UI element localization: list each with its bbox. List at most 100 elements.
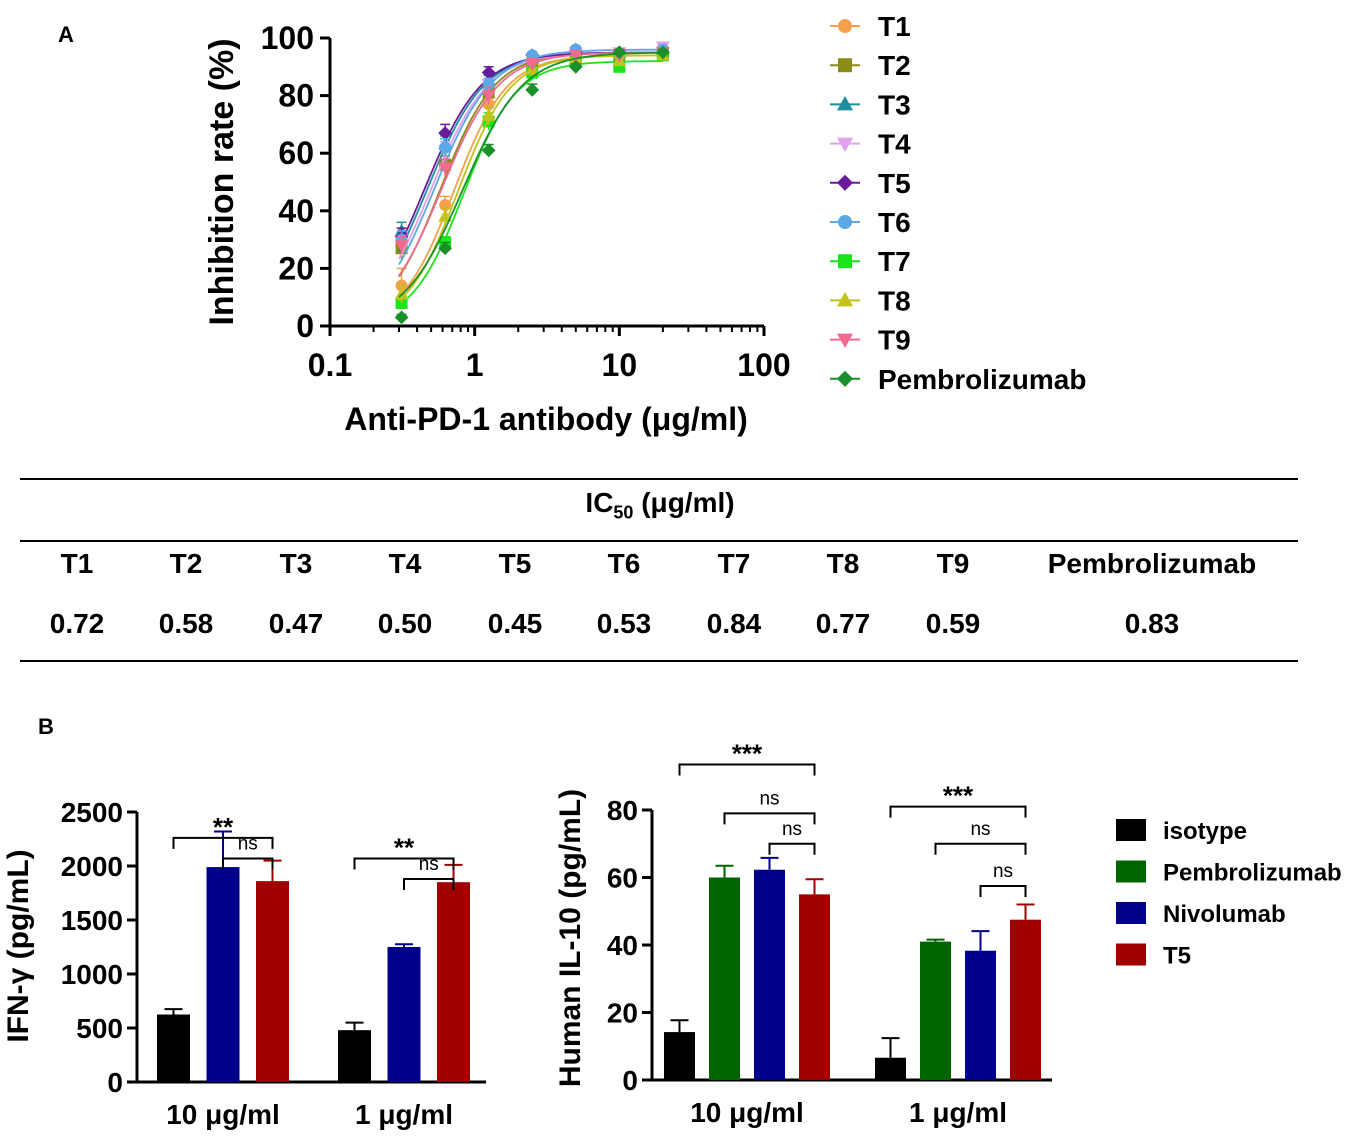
y-tick-label: 80 [607, 795, 638, 826]
x-tick-label: 10 [602, 347, 638, 383]
legend-marker [836, 333, 854, 348]
legend-marker [836, 370, 854, 387]
bar [157, 1014, 190, 1082]
data-point [481, 65, 496, 80]
y-tick-label: 20 [607, 998, 638, 1029]
significance-label: ns [419, 854, 439, 875]
table-bottom-rule [20, 660, 1298, 662]
ic50-value-cell: 0.53 [596, 608, 652, 639]
x-category-label: 1 μg/ml [909, 1097, 1007, 1128]
ic50-value-cell: 0.72 [49, 608, 105, 639]
data-point [438, 209, 453, 222]
ic50-header-cell: T8 [826, 548, 860, 579]
ic50-value-cell: 0.47 [268, 608, 324, 639]
table-mid-rule [20, 540, 1298, 542]
significance-bracket [723, 812, 816, 825]
significance-label: ns [993, 861, 1013, 882]
significance-bracket [353, 857, 455, 870]
significance-bracket [889, 805, 1027, 818]
y-tick-label: 80 [278, 78, 314, 114]
data-point [394, 287, 409, 300]
data-point [481, 108, 496, 121]
bar [387, 947, 421, 1082]
legend-label: T3 [878, 89, 911, 120]
ic50-value-cell: 0.84 [706, 608, 762, 639]
x-tick-label: 100 [737, 347, 790, 383]
ic50-header-cell: T2 [169, 548, 203, 579]
significance-bracket [934, 842, 1027, 855]
legend-label: Pembrolizumab [1163, 860, 1342, 887]
significance-label: *** [732, 738, 763, 768]
ic50-table-title: IC50 (μg/ml) [585, 487, 735, 523]
ic50-header-cell: T3 [279, 548, 313, 579]
y-tick-label: 2500 [61, 797, 123, 828]
fit-curve [398, 60, 663, 307]
legend-label: T2 [878, 50, 911, 81]
legend-label: T6 [878, 207, 911, 238]
bar [920, 941, 951, 1080]
legend-label: T5 [1163, 943, 1191, 970]
y-tick-label: 60 [607, 863, 638, 894]
significance-bracket [172, 836, 274, 849]
significance-label: ns [970, 819, 990, 840]
legend-swatch [1116, 819, 1146, 841]
y-tick-label: 0 [107, 1067, 123, 1098]
y-tick-label: 2000 [61, 851, 123, 882]
y-tick-label: 0 [622, 1065, 638, 1096]
ic50-header-cell: T7 [717, 548, 751, 579]
significance-bracket [768, 842, 816, 855]
legend-label: T9 [878, 325, 911, 356]
legend-swatch [1116, 902, 1146, 924]
panel-label-a: A [58, 22, 74, 47]
data-point [612, 45, 627, 60]
legend-marker [838, 254, 852, 269]
y-tick-label: 1000 [61, 959, 123, 990]
x-axis-label: Anti-PD-1 antibody (μg/ml) [344, 401, 748, 437]
chart-a-dose-response: 0 20 40 60 80 100 0.1 1 10 100 Anti-PD-1 antibody … [203, 11, 1086, 437]
y-axis-label: Inhibition rate (%) [203, 38, 241, 325]
legend-marker [836, 96, 854, 111]
legend-label: T8 [878, 285, 911, 316]
ic50-header-cell: Pembrolizumab [1047, 548, 1257, 579]
legend-label: T7 [878, 246, 911, 277]
bar [754, 869, 785, 1080]
legend-marker [836, 174, 854, 191]
bar [709, 877, 740, 1080]
bar [799, 894, 830, 1080]
y-tick-label: 20 [278, 250, 314, 286]
legend-label: Pembrolizumab [878, 364, 1086, 395]
ic50-header-cell: T5 [498, 548, 532, 579]
legend-marker [836, 137, 854, 152]
bar [965, 950, 996, 1080]
significance-label: ** [213, 812, 234, 842]
legend-marker [836, 292, 854, 307]
data-point [525, 82, 540, 97]
significance-bracket [979, 884, 1027, 897]
ic50-header-cell: T6 [607, 548, 641, 579]
ic50-value-cell: 0.50 [377, 608, 433, 639]
data-point [438, 162, 453, 175]
y-axis-label: Human IL-10 (pg/mL) [554, 789, 587, 1087]
ic50-header-cell: T9 [936, 548, 970, 579]
y-tick-label: 500 [76, 1013, 123, 1044]
data-point [439, 141, 452, 154]
panel-label-b: B [38, 714, 54, 739]
y-tick-label: 0 [296, 308, 314, 344]
y-tick-label: 40 [278, 193, 314, 229]
chart-b-ifn-gamma: 0 500 1000 1500 2000 2500 IFN-γ (pg/mL) 10 μg/m… [2, 797, 486, 1130]
significance-label: ns [759, 788, 779, 809]
y-tick-label: 1500 [61, 905, 123, 936]
legend-label: T4 [878, 129, 911, 160]
data-point [438, 241, 453, 256]
data-point [568, 59, 583, 74]
bar [256, 881, 289, 1082]
y-tick-label: 100 [261, 20, 314, 56]
legend-label: T1 [878, 11, 911, 42]
ic50-value-cell: 0.59 [925, 608, 981, 639]
significance-label: ns [782, 819, 802, 840]
x-category-label: 10 μg/ml [166, 1099, 280, 1130]
legend-marker [838, 58, 852, 73]
legend-swatch [1116, 860, 1146, 883]
data-point [481, 143, 496, 158]
